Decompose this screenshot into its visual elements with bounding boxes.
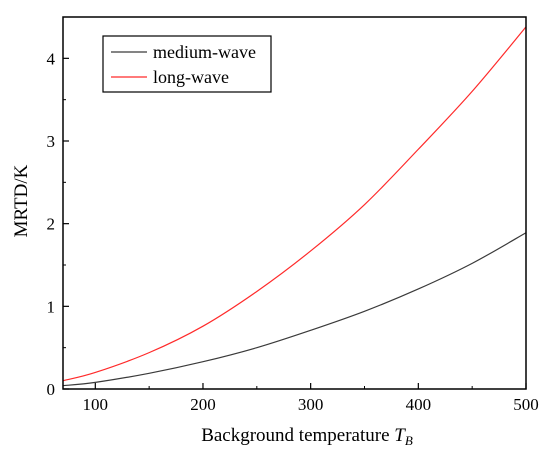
plot-frame: [62, 16, 527, 390]
x-tick-label: 300: [298, 395, 324, 414]
legend-label-long-wave: long-wave: [153, 67, 229, 87]
y-tick-label: 2: [47, 215, 56, 234]
y-axis-title: MRTD/K: [11, 164, 32, 237]
y-tick-label: 1: [47, 297, 56, 316]
x-axis-title-subscript: B: [405, 433, 413, 448]
x-tick-label: 500: [513, 395, 539, 414]
x-tick-label: 400: [406, 395, 432, 414]
legend-label-medium-wave: medium-wave: [153, 42, 256, 62]
legend-box: [102, 35, 272, 93]
axes-layer: 100 200 300 400 500 0 1 2 3 4: [47, 16, 539, 414]
y-tick-label: 3: [47, 132, 56, 151]
x-tick-label: 100: [83, 395, 109, 414]
x-axis-title-text: Background temperature: [201, 425, 394, 446]
x-axis-title: Background temperature TB: [201, 425, 413, 448]
series-line-medium-wave: [62, 232, 527, 387]
series-line-long-wave: [62, 26, 527, 382]
x-axis-title-symbol: T: [394, 425, 406, 446]
y-tick-label: 0: [47, 380, 56, 399]
legend: medium-wave long-wave: [102, 35, 272, 93]
x-tick-label: 200: [190, 395, 216, 414]
y-tick-label: 4: [47, 49, 56, 68]
series-layer: [62, 26, 527, 387]
